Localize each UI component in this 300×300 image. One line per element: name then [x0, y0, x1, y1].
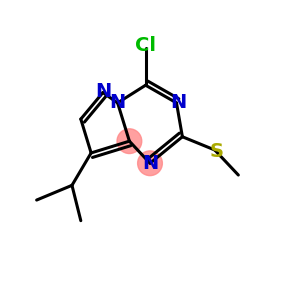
- Text: N: N: [142, 154, 158, 173]
- Text: N: N: [170, 93, 186, 112]
- Text: N: N: [110, 93, 126, 112]
- Text: N: N: [95, 82, 111, 100]
- Circle shape: [117, 129, 142, 154]
- Text: Cl: Cl: [135, 36, 156, 55]
- Circle shape: [138, 151, 162, 176]
- Text: S: S: [209, 142, 223, 161]
